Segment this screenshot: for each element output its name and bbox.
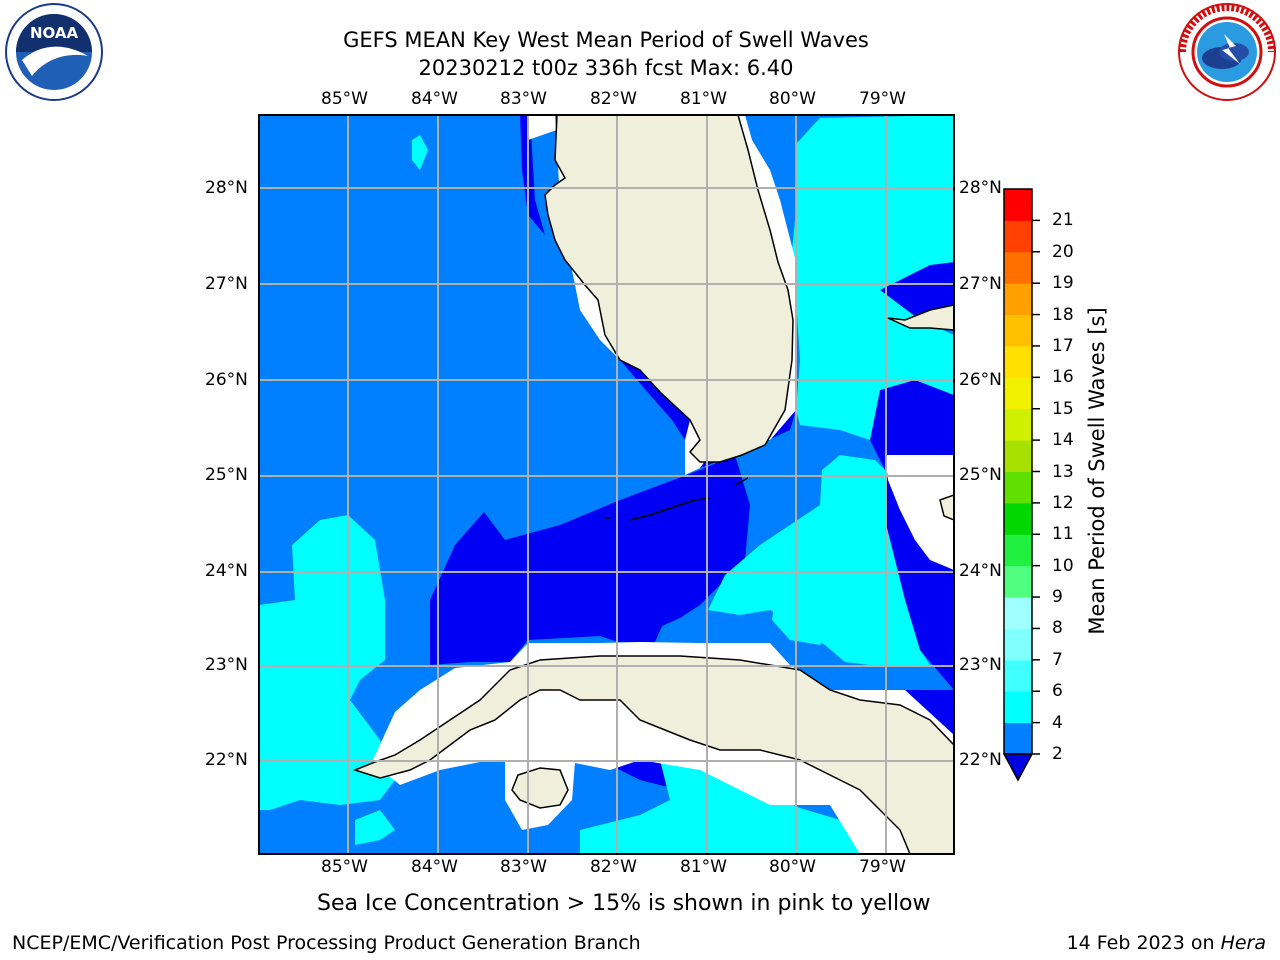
lon-label-81w: 81°W xyxy=(680,89,727,109)
lat-label-27n: 27°N xyxy=(205,274,248,294)
land-bahamas-andros xyxy=(939,494,954,521)
noaa-logo: NOAA xyxy=(5,3,103,101)
lon-label-82w: 82°W xyxy=(590,89,637,109)
swell-period-map xyxy=(258,114,955,855)
footer-machine: Hera xyxy=(1220,932,1266,954)
nws-logo xyxy=(1178,3,1276,101)
colorbar-tick-label: 10 xyxy=(1052,555,1074,576)
lat-label-24n: 24°N xyxy=(205,561,248,581)
colorbar-tick-label: 12 xyxy=(1052,492,1074,513)
colorbar-segment xyxy=(1004,534,1032,567)
noaa-logo-text: NOAA xyxy=(30,24,79,42)
lon-label-79w: 79°W xyxy=(859,89,906,109)
land-bahamas-grand xyxy=(887,304,954,331)
colorbar-tick-label: 7 xyxy=(1052,649,1063,670)
colorbar xyxy=(1002,188,1040,782)
colorbar-tick-label: 20 xyxy=(1052,241,1074,262)
colorbar-segment xyxy=(1004,471,1032,504)
lat-label-23n: 23°N xyxy=(205,655,248,675)
lon-label-80w-bottom: 80°W xyxy=(769,857,816,877)
colorbar-tick-label: 13 xyxy=(1052,461,1074,482)
colorbar-segment xyxy=(1004,408,1032,441)
lon-label-83w-bottom: 83°W xyxy=(500,857,547,877)
field-4-6s-south xyxy=(580,760,860,854)
colorbar-segment xyxy=(1004,502,1032,535)
colorbar-segment xyxy=(1004,283,1032,316)
lon-label-80w: 80°W xyxy=(769,89,816,109)
lon-label-85w-bottom: 85°W xyxy=(321,857,368,877)
colorbar-tick-label: 19 xyxy=(1052,273,1074,294)
lat-label-24n-right: 24°N xyxy=(959,561,1002,581)
lat-label-22n: 22°N xyxy=(205,750,248,770)
field-below-2s-straits xyxy=(430,455,750,665)
land-isla-juventud xyxy=(511,767,569,809)
mask-bahamas-shelf xyxy=(885,455,954,570)
field-4-6s-patch-bahamas xyxy=(772,585,830,645)
colorbar-segment xyxy=(1004,722,1032,755)
field-4-6s-straits-east xyxy=(708,455,930,665)
colorbar-segment xyxy=(1004,189,1032,221)
colorbar-tick-label: 11 xyxy=(1052,524,1074,545)
lon-label-79w-bottom: 79°W xyxy=(859,857,906,877)
land-florida xyxy=(544,115,794,463)
lat-label-25n: 25°N xyxy=(205,465,248,485)
colorbar-segment xyxy=(1004,377,1032,410)
colorbar-segment xyxy=(1004,691,1032,724)
lat-label-22n-right: 22°N xyxy=(959,750,1002,770)
colorbar-segment xyxy=(1004,565,1032,598)
chart-title: GEFS MEAN Key West Mean Period of Swell … xyxy=(343,28,869,52)
field-4-6s-west xyxy=(259,515,395,810)
footer-branch: NCEP/EMC/Verification Post Processing Pr… xyxy=(12,932,641,954)
colorbar-tick-label: 17 xyxy=(1052,335,1074,356)
colorbar-tick-label: 18 xyxy=(1052,304,1074,325)
lon-label-82w-bottom: 82°W xyxy=(590,857,637,877)
field-4-6s-patch-north xyxy=(412,135,428,170)
field-below-2s-north xyxy=(520,115,545,235)
lon-label-81w-bottom: 81°W xyxy=(680,857,727,877)
colorbar-tick-label: 14 xyxy=(1052,430,1074,451)
lat-label-27n-right: 27°N xyxy=(959,274,1002,294)
lat-label-26n-right: 26°N xyxy=(959,370,1002,390)
colorbar-tick-label: 16 xyxy=(1052,367,1074,388)
colorbar-tick-label: 2 xyxy=(1052,744,1063,764)
map-frame xyxy=(258,114,955,855)
colorbar-segment xyxy=(1004,345,1032,378)
colorbar-tick-label: 6 xyxy=(1052,681,1063,702)
field-4-6s-atlantic xyxy=(790,115,954,440)
lon-label-85w: 85°W xyxy=(321,89,368,109)
colorbar-label: Mean Period of Swell Waves [s] xyxy=(1085,307,1109,635)
colorbar-segment xyxy=(1004,251,1032,284)
lon-label-84w: 84°W xyxy=(411,89,458,109)
colorbar-segment xyxy=(1004,440,1032,472)
lon-label-83w: 83°W xyxy=(500,89,547,109)
colorbar-segment xyxy=(1004,220,1032,253)
footer-date: 14 Feb 2023 on Hera xyxy=(1067,932,1266,954)
colorbar-tick-label: 8 xyxy=(1052,618,1063,639)
graticule xyxy=(259,115,954,854)
lat-label-28n: 28°N xyxy=(205,178,248,198)
lat-label-28n-right: 28°N xyxy=(959,178,1002,198)
colorbar-tick-label: 4 xyxy=(1052,712,1063,733)
lat-label-25n-right: 25°N xyxy=(959,465,1002,485)
land-cuba xyxy=(352,655,954,854)
lat-label-26n: 26°N xyxy=(205,370,248,390)
lon-label-84w-bottom: 84°W xyxy=(411,857,458,877)
chart-subtitle: 20230212 t00z 336h fcst Max: 6.40 xyxy=(418,56,794,80)
colorbar-segment xyxy=(1004,659,1032,692)
sea-ice-caption: Sea Ice Concentration > 15% is shown in … xyxy=(317,891,931,916)
lat-label-23n-right: 23°N xyxy=(959,655,1002,675)
colorbar-segment xyxy=(1004,314,1032,347)
colorbar-tick-label: 9 xyxy=(1052,587,1063,608)
coast-florida-keys xyxy=(605,477,749,521)
colorbar-segment xyxy=(1004,597,1032,629)
field-4-6s-southwest xyxy=(355,810,395,845)
colorbar-tick-label: 21 xyxy=(1052,210,1074,231)
colorbar-tick-label: 15 xyxy=(1052,398,1074,419)
colorbar-under-triangle xyxy=(1002,753,1034,782)
colorbar-segment xyxy=(1004,628,1032,661)
footer-date-text: 14 Feb 2023 on xyxy=(1066,932,1221,954)
colorbar-label-box: Mean Period of Swell Waves [s] xyxy=(1082,288,1112,654)
